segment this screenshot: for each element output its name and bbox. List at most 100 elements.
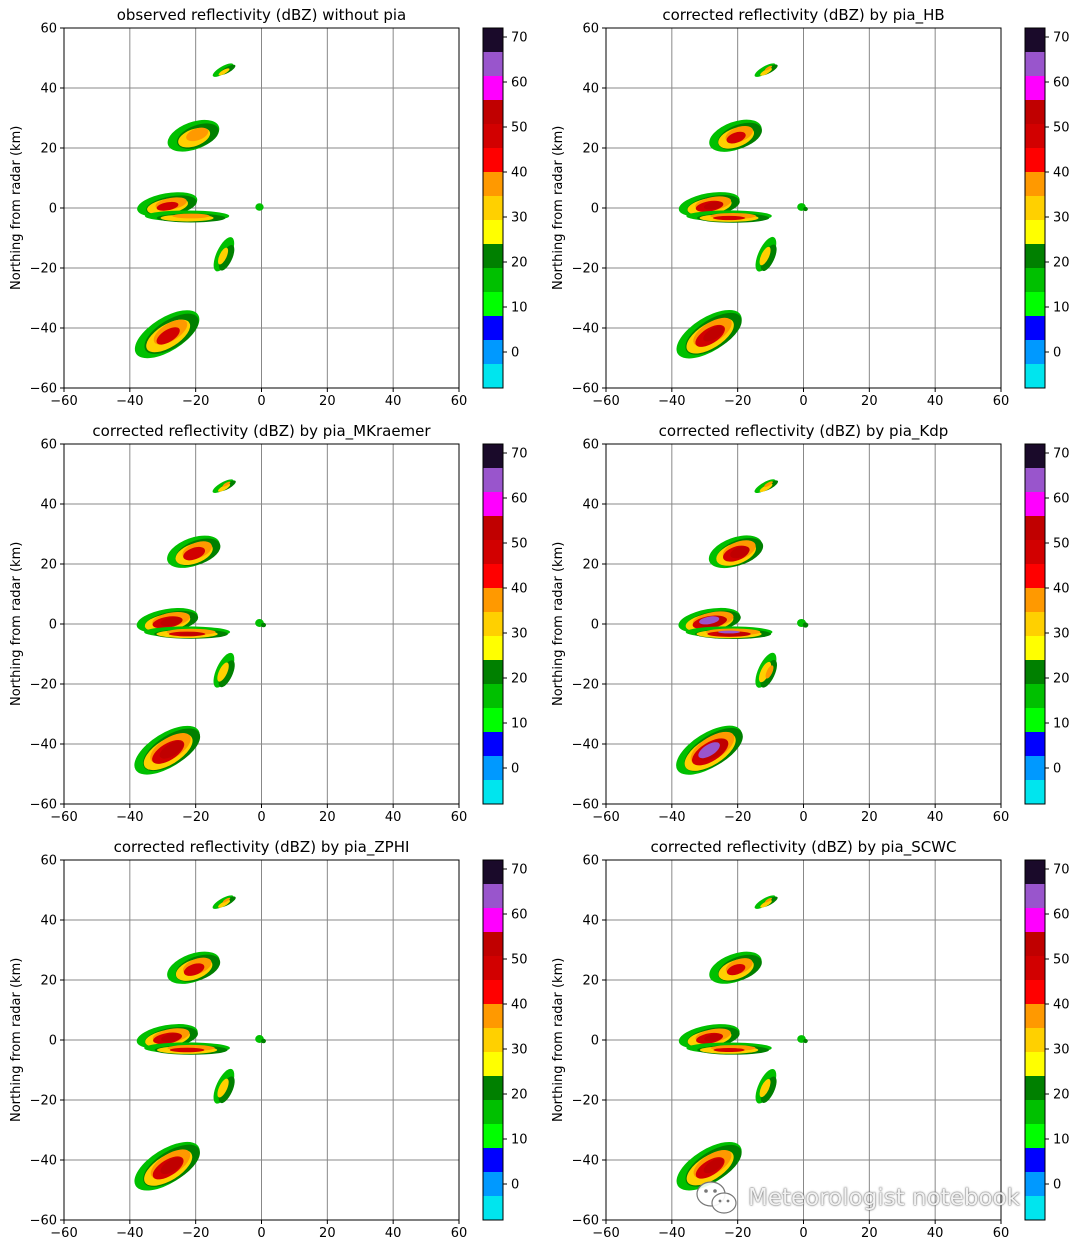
storm-contour-central-west-cell [687, 197, 732, 216]
colorbar-tick-label: 20 [1053, 672, 1070, 687]
y-tick-label: −20 [30, 262, 57, 277]
storm-contour-north-streak [754, 895, 776, 909]
colorbar-tick-label: 30 [511, 1043, 528, 1058]
storm-contour-central-band [156, 1046, 218, 1054]
y-tick-label: 40 [582, 914, 599, 929]
colorbar-tick-label: 70 [511, 447, 528, 462]
storm-contour-central-west-cell [695, 1028, 731, 1043]
storm-contour-north-cell [725, 958, 753, 975]
storm-contour-north-cell [175, 538, 221, 567]
storm-contour-radar-clutter [803, 1038, 808, 1044]
colorbar-tick-label: 20 [1053, 256, 1070, 271]
x-tick-label: 20 [319, 810, 336, 825]
storm-contour-southeast-streak [759, 1078, 771, 1098]
x-tick-label: 0 [799, 810, 807, 825]
y-tick-label: 40 [582, 498, 599, 513]
storm-contour-south-cell [698, 742, 720, 759]
y-tick-label: −20 [30, 678, 57, 693]
y-tick-label: 0 [49, 202, 57, 217]
x-tick-label: 60 [993, 394, 1010, 409]
colorbar-tick-label: 60 [1053, 908, 1070, 923]
storm-contour-central-band [695, 629, 772, 639]
panel-title: corrected reflectivity (dBZ) by pia_HB [662, 6, 945, 24]
x-tick-label: −20 [724, 1226, 751, 1241]
colorbar-segment [1025, 932, 1045, 957]
colorbar-segment [483, 76, 503, 101]
colorbar-tick-label: 70 [511, 863, 528, 878]
storm-contour-south-cell [150, 733, 191, 764]
storm-contour-central-band [172, 213, 210, 219]
colorbar-segment [483, 220, 503, 245]
colorbar-segment [483, 932, 503, 957]
storm-contour-central-west-cell [161, 1033, 182, 1042]
storm-contour-southeast-streak [217, 662, 229, 682]
x-tick-label: −20 [182, 1226, 209, 1241]
y-tick-label: 40 [40, 498, 57, 513]
colorbar-segment [1025, 884, 1045, 909]
storm-contour-north-cell [175, 954, 221, 982]
watermark: Meteorologist notebook [694, 1176, 1054, 1220]
plot-area [606, 28, 1001, 388]
storm-contour-north-cell [709, 119, 762, 152]
y-tick-label: 60 [40, 22, 57, 37]
colorbar-segment [483, 196, 503, 221]
storm-contour-north-streak [218, 899, 231, 908]
x-tick-label: −20 [724, 394, 751, 409]
storm-contour-south-cell [693, 317, 732, 347]
colorbar-segment [483, 316, 503, 341]
colorbar-tick-label: 60 [1053, 76, 1070, 91]
storm-contour-north-cell [183, 546, 206, 561]
colorbar-tick-label: 20 [511, 672, 528, 687]
colorbar-segment [483, 684, 503, 709]
colorbar-segment [483, 1100, 503, 1125]
storm-contour-central-west-cell [687, 1027, 740, 1049]
y-tick-label: 40 [40, 82, 57, 97]
colorbar-segment [1025, 956, 1045, 981]
storm-contour-central-west-cell [678, 1024, 740, 1049]
storm-contour-central-west-cell [695, 200, 724, 212]
y-tick-label: −60 [30, 798, 57, 813]
y-tick-label: 60 [582, 854, 599, 869]
storm-contour-radar-clutter [802, 622, 809, 628]
storm-contour-south-cell [684, 732, 736, 771]
x-tick-label: 0 [257, 1226, 265, 1241]
x-tick-label: 20 [861, 394, 878, 409]
y-tick-label: −40 [572, 322, 599, 337]
storm-contour-central-west-cell [687, 195, 740, 217]
y-axis-label: Northing from radar (km) [9, 957, 24, 1122]
colorbar-segment [1025, 756, 1045, 781]
storm-contour-north-streak [759, 483, 773, 493]
axes-frame [63, 443, 460, 805]
storm-contour-north-cell [722, 540, 756, 561]
storm-contour-central-west-cell [692, 611, 734, 628]
reflectivity-field [134, 63, 264, 359]
storm-contour-north-streak [212, 895, 234, 909]
colorbar-segment [483, 756, 503, 781]
storm-contour-central-band [144, 626, 231, 638]
storm-contour-north-streak [764, 481, 773, 487]
colorbar-tick-label: 40 [511, 998, 528, 1013]
y-tick-label: 20 [582, 974, 599, 989]
storm-contour-central-west-cell [152, 616, 183, 629]
colorbar-tick-label: 10 [511, 717, 528, 732]
storm-contour-south-cell [684, 728, 743, 772]
storm-contour-central-band [705, 628, 761, 636]
colorbar-segment [483, 860, 503, 885]
colorbar-segment [1025, 732, 1045, 757]
storm-contour-central-band [712, 215, 746, 221]
panel-title: corrected reflectivity (dBZ) by pia_SCWC [650, 838, 957, 856]
storm-contour-north-cell [186, 127, 209, 142]
storm-contour-central-west-cell [695, 196, 732, 211]
storm-contour-north-cell [717, 954, 762, 982]
y-axis-label: Northing from radar (km) [551, 541, 566, 706]
axes-frame [605, 443, 1002, 805]
storm-contour-north-streak [219, 64, 236, 75]
storm-contour-north-cell [726, 963, 746, 976]
x-tick-label: −20 [182, 810, 209, 825]
y-tick-label: −40 [30, 738, 57, 753]
storm-contour-central-band [713, 1047, 745, 1053]
storm-contour-central-west-cell [155, 197, 187, 211]
storm-contour-central-west-cell [136, 1024, 198, 1049]
